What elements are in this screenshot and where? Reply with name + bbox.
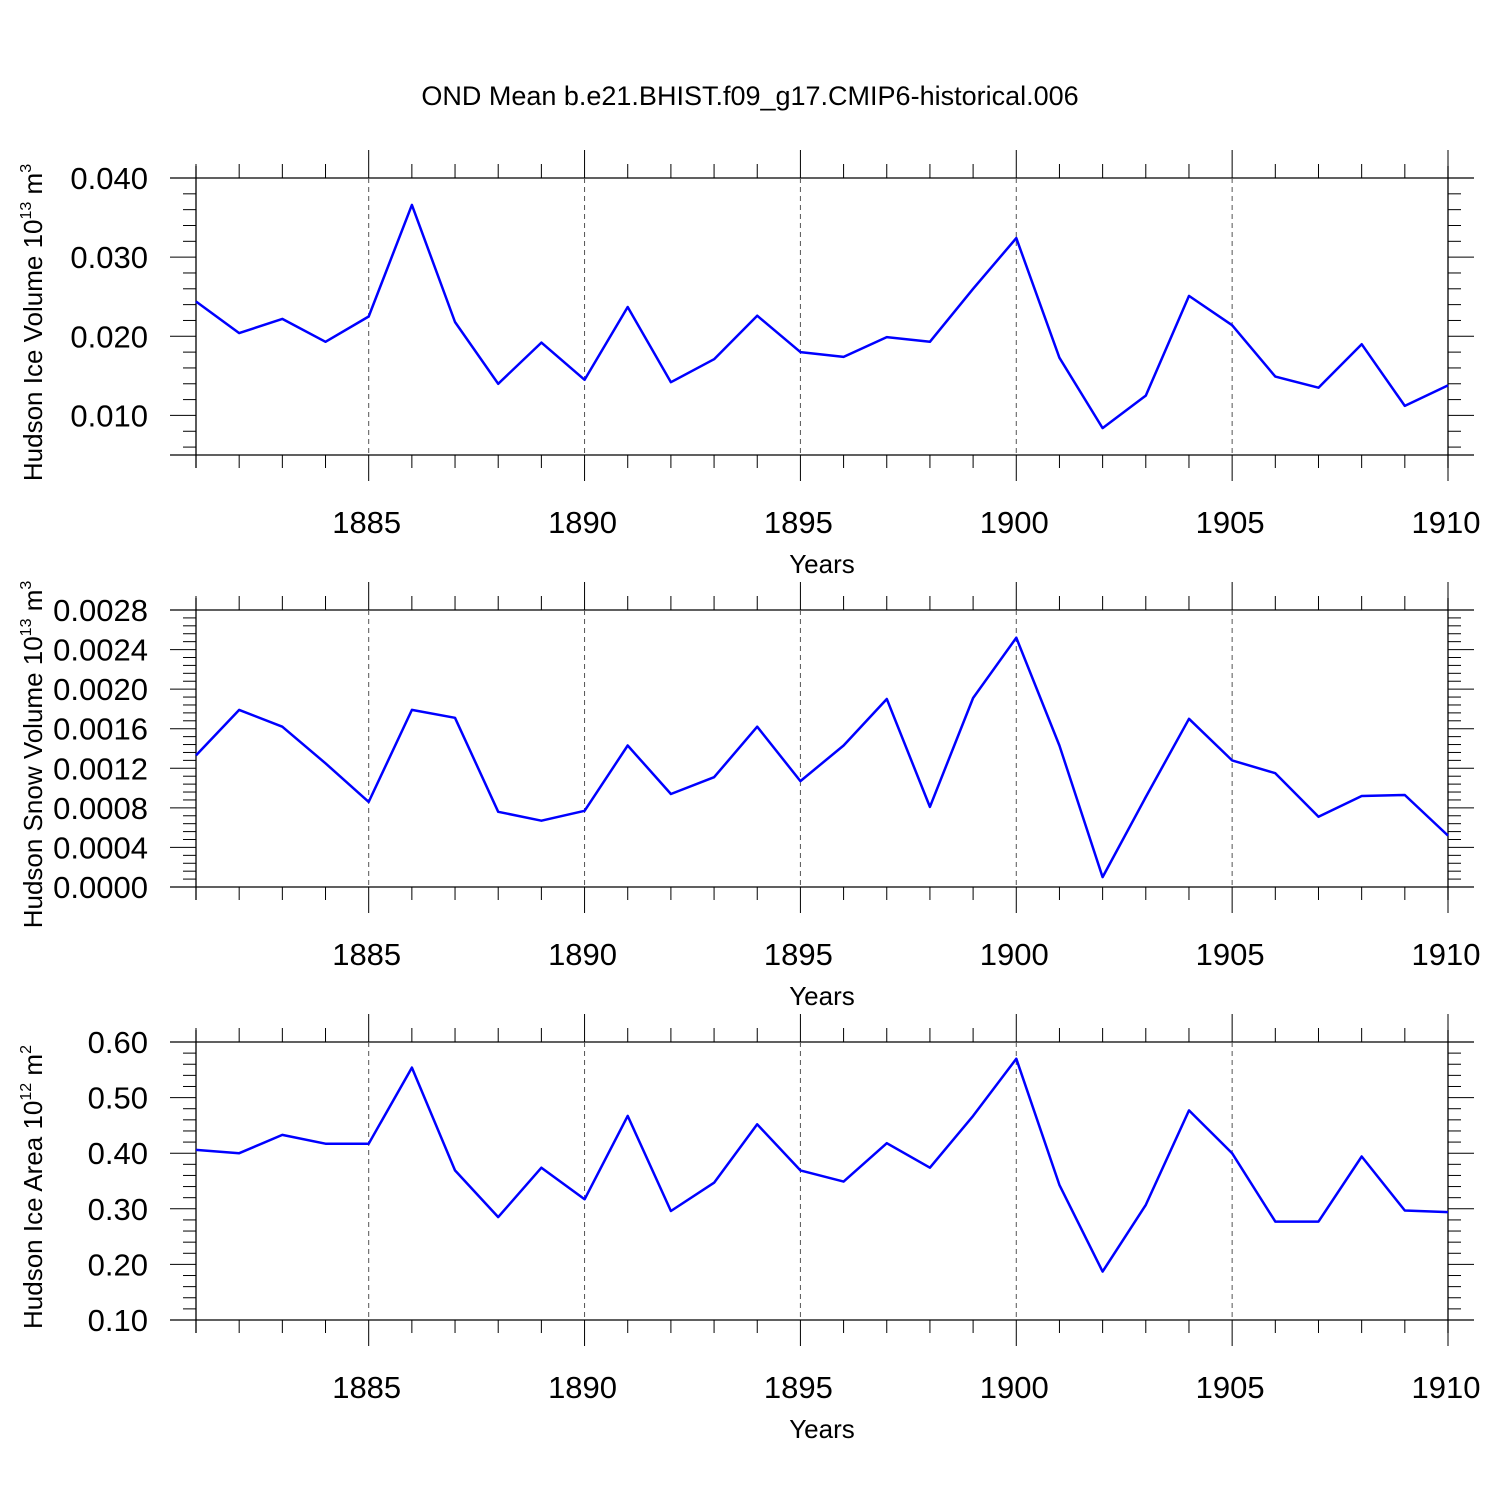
y-tick-label: 0.0024 <box>53 633 148 668</box>
y-tick-label: 0.0020 <box>53 672 148 707</box>
x-axis-label: Years <box>789 981 855 1011</box>
x-tick-label: 1900 <box>980 1370 1049 1405</box>
y-tick-label: 0.60 <box>88 1025 148 1060</box>
x-tick-label: 1900 <box>980 937 1049 972</box>
y-tick-label: 0.0008 <box>53 791 148 826</box>
x-axis-label: Years <box>789 549 855 579</box>
panel-3: 0.10 0.20 0.30 0.40 0.50 0.60 1885 1890 1895 1900… <box>18 1014 1480 1444</box>
x-axis-label: Years <box>789 1414 855 1444</box>
series-line <box>195 203 1449 430</box>
x-tick-label: 1885 <box>332 1370 401 1405</box>
x-tick-label: 1890 <box>548 505 617 540</box>
y-tick-label: 0.20 <box>88 1247 148 1282</box>
y-tick-label: 0.0016 <box>53 712 148 747</box>
x-tick-label: 1895 <box>764 1370 833 1405</box>
x-tick-label: 1905 <box>1196 505 1265 540</box>
panel-2: 0.0000 0.0004 0.0008 0.0012 0.0016 0.0020 0.00… <box>18 581 1480 1011</box>
x-tick-label: 1905 <box>1196 1370 1265 1405</box>
x-tick-label: 1900 <box>980 505 1049 540</box>
y-tick-label: 0.30 <box>88 1192 148 1227</box>
panel-1: 0.010 0.020 0.030 0.040 1885 1890 1895 1900 1905… <box>18 150 1480 579</box>
x-tick-label: 1885 <box>332 937 401 972</box>
y-tick-label: 0.010 <box>70 398 148 433</box>
series-line <box>195 636 1449 879</box>
y-tick-label: 0.0000 <box>53 870 148 905</box>
x-tick-label: 1890 <box>548 937 617 972</box>
panels: 0.010 0.020 0.030 0.040 1885 1890 1895 1900 1905… <box>18 150 1480 1444</box>
x-tick-label: 1885 <box>332 505 401 540</box>
x-tick-label: 1910 <box>1412 505 1481 540</box>
series-line <box>195 1057 1449 1273</box>
y-tick-label: 0.0004 <box>53 830 148 865</box>
y-tick-label: 0.10 <box>88 1303 148 1338</box>
x-tick-label: 1895 <box>764 505 833 540</box>
y-tick-label: 0.50 <box>88 1081 148 1116</box>
y-tick-label: 0.020 <box>70 319 148 354</box>
x-tick-label: 1905 <box>1196 937 1265 972</box>
y-axis-label: Hudson Ice Area 1012 m2 <box>18 1045 48 1329</box>
figure-title: OND Mean b.e21.BHIST.f09_g17.CMIP6-histo… <box>421 81 1078 111</box>
y-tick-label: 0.40 <box>88 1136 148 1171</box>
x-tick-label: 1910 <box>1412 937 1481 972</box>
x-tick-label: 1895 <box>764 937 833 972</box>
y-tick-label: 0.040 <box>70 161 148 196</box>
y-axis-label: Hudson Snow Volume 1013 m3 <box>18 581 48 929</box>
y-tick-label: 0.0028 <box>53 593 148 628</box>
y-tick-label: 0.0012 <box>53 751 148 786</box>
y-axis-label: Hudson Ice Volume 1013 m3 <box>18 164 48 481</box>
y-tick-label: 0.030 <box>70 240 148 275</box>
x-tick-label: 1910 <box>1412 1370 1481 1405</box>
x-tick-label: 1890 <box>548 1370 617 1405</box>
